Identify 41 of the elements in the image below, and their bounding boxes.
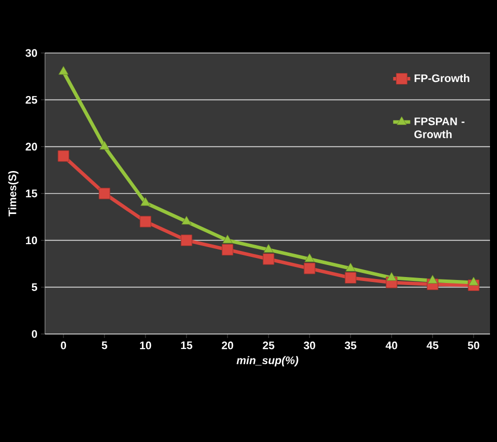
point	[262, 253, 274, 265]
point	[304, 262, 316, 274]
x-tick-label: 25	[262, 342, 274, 350]
x-tick-label: 20	[222, 342, 234, 350]
x-tick-label: 40	[386, 342, 398, 350]
point	[428, 274, 438, 284]
point	[264, 244, 274, 253]
point	[346, 262, 356, 272]
legend-label: FPSPAN - Growth	[414, 117, 464, 138]
x-tick-label: 35	[344, 342, 356, 350]
y-tick-label: 25	[26, 96, 38, 104]
y-tick-label: 15	[26, 190, 38, 198]
point	[140, 216, 152, 228]
point	[222, 234, 233, 244]
x-tick-label: 50	[468, 342, 480, 350]
point	[222, 244, 234, 256]
x-tick-label: 5	[102, 342, 108, 350]
y-tick-label: 30	[26, 49, 38, 57]
point	[180, 234, 192, 246]
point	[58, 150, 70, 162]
point	[304, 253, 315, 262]
y-tick-label: 0	[32, 330, 38, 338]
point	[386, 272, 397, 281]
point	[344, 272, 356, 284]
x-axis-title: min_sup(%)	[236, 356, 298, 366]
y-tick-label: 5	[32, 283, 38, 291]
x-tick-label: 30	[304, 342, 316, 350]
point	[99, 140, 110, 150]
y-axis-title: Times(S)	[8, 171, 18, 216]
point	[182, 216, 192, 225]
x-tick-label: 45	[426, 342, 438, 350]
point	[98, 188, 110, 200]
y-tick-label: 20	[26, 142, 38, 151]
x-tick-label: 15	[181, 342, 192, 350]
x-tick-label: 10	[140, 342, 152, 350]
legend-label: FP-Growth	[414, 74, 470, 82]
point	[58, 66, 68, 75]
point	[140, 197, 150, 206]
y-tick-label: 10	[26, 236, 38, 244]
point	[468, 276, 479, 286]
x-tick-label: 0	[60, 342, 66, 350]
